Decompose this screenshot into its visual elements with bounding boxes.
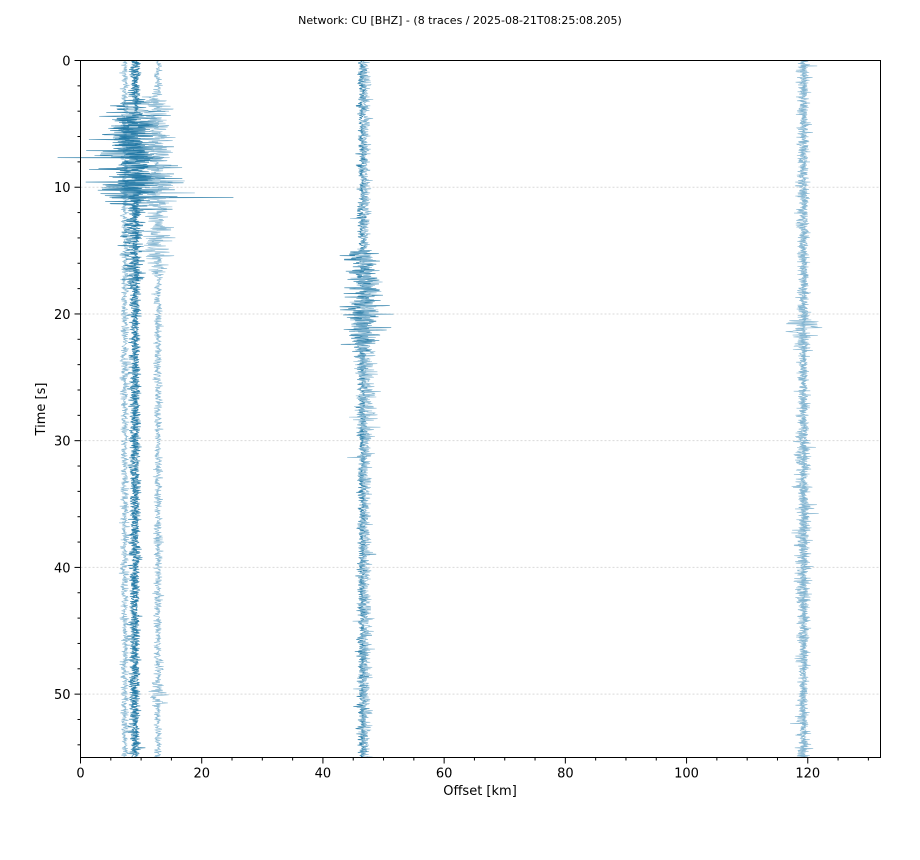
grid-lines	[80, 186, 881, 695]
y-tick-label: 10	[54, 181, 71, 196]
seismic-trace	[134, 60, 195, 758]
x-tick-label: 100	[674, 767, 699, 782]
x-tick-label: 0	[76, 767, 84, 782]
y-tick-label: 20	[54, 308, 71, 323]
y-tick-label: 50	[54, 688, 71, 703]
seismic-trace	[347, 60, 383, 758]
x-tick-label: 80	[557, 767, 574, 782]
x-axis-label: Offset [km]	[443, 784, 517, 799]
x-tick-label: 120	[795, 767, 820, 782]
traces	[57, 60, 823, 758]
seismic-trace	[57, 60, 234, 758]
x-tick-label: 60	[436, 767, 453, 782]
chart-title: Network: CU [BHZ] - (8 traces / 2025-08-…	[298, 14, 622, 27]
plot-frame	[80, 60, 881, 758]
seismic-trace	[785, 60, 823, 758]
y-tick-label: 30	[54, 435, 71, 450]
y-axis-ticks: 0 10 20 30 40 50	[54, 55, 81, 746]
y-tick-label: 0	[62, 55, 70, 70]
x-axis-ticks: 0 20 40 60 80 100 120	[76, 757, 869, 782]
y-tick-label: 40	[54, 561, 71, 576]
x-tick-label: 40	[315, 767, 332, 782]
seismic-trace	[109, 60, 184, 758]
x-tick-label: 20	[193, 767, 210, 782]
y-axis-label: Time [s]	[34, 383, 49, 437]
seismic-trace	[797, 60, 818, 758]
